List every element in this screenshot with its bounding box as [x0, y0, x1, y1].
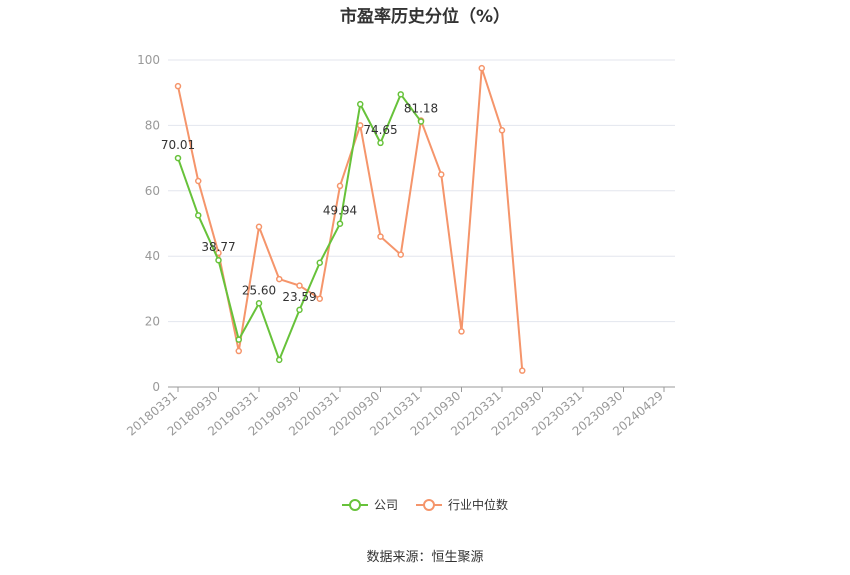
chart-title: 市盈率历史分位（%） [339, 7, 511, 27]
data-label: 74.65 [363, 123, 397, 137]
data-point-1 [296, 282, 303, 289]
data-point-1 [336, 182, 344, 190]
data-point-0 [377, 139, 384, 147]
data-point-1 [255, 223, 263, 231]
legend-symbol-company [341, 498, 368, 511]
data-point-0 [296, 306, 303, 314]
data-point-1 [316, 295, 323, 302]
data-point-0 [417, 118, 425, 125]
data-point-1 [195, 177, 202, 185]
series-line-1 [177, 67, 524, 371]
data-label: 25.60 [242, 283, 276, 297]
data-point-0 [235, 336, 242, 343]
legend-item-industry-median[interactable]: 行业中位数 [416, 496, 508, 513]
data-point-0 [255, 300, 263, 307]
data-label: 38.77 [201, 240, 235, 254]
data-point-1 [498, 127, 506, 134]
data-point-1 [458, 328, 465, 335]
data-point-1 [276, 275, 283, 283]
data-point-1 [397, 251, 404, 258]
data-point-0 [397, 91, 404, 98]
y-tick-label: 40 [145, 249, 160, 263]
y-tick-label: 100 [137, 53, 160, 67]
data-label: 23.59 [282, 290, 316, 304]
data-point-1 [377, 233, 384, 240]
y-tick-label: 60 [145, 184, 160, 198]
source-note: 数据来源：恒生聚源 [366, 550, 484, 565]
data-label: 81.18 [404, 102, 438, 116]
legend-symbol-industry-median [416, 498, 442, 511]
legend-label-industry-median: 行业中位数 [448, 498, 509, 512]
data-point-0 [215, 256, 222, 264]
data-point-0 [357, 100, 364, 108]
y-tick-label: 80 [145, 118, 160, 132]
legend-item-company[interactable]: 公司 [341, 496, 398, 513]
legend: 公司 行业中位数 [0, 496, 850, 513]
data-point-0 [195, 212, 202, 219]
y-tick-label: 0 [152, 380, 160, 394]
data-point-0 [276, 356, 283, 364]
data-point-1 [357, 122, 364, 129]
data-point-1 [519, 367, 526, 374]
data-point-0 [174, 154, 182, 162]
data-point-1 [235, 347, 242, 355]
data-label: 49.94 [323, 204, 357, 218]
data-point-1 [174, 82, 182, 90]
legend-label-company: 公司 [373, 498, 398, 512]
data-point-1 [478, 64, 485, 72]
y-tick-label: 20 [145, 315, 160, 329]
data-point-1 [438, 171, 445, 178]
data-label: 70.01 [161, 138, 195, 152]
data-point-0 [316, 259, 323, 266]
data-point-0 [336, 220, 344, 227]
